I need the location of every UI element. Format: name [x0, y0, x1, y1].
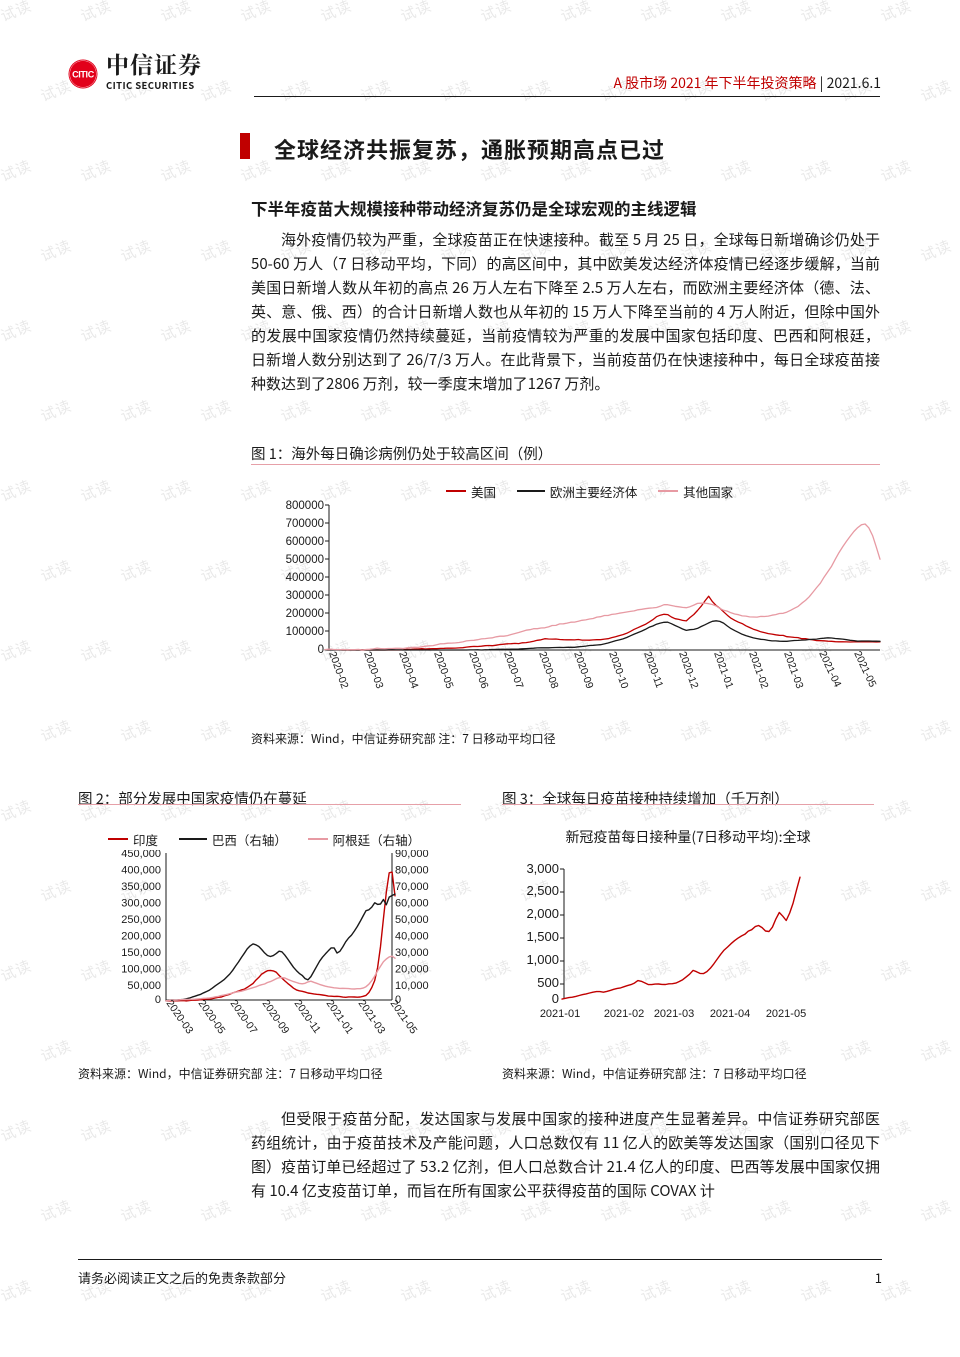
svg-text:400,000: 400,000	[121, 865, 161, 877]
svg-text:60,000: 60,000	[395, 898, 429, 910]
svg-text:2020-08: 2020-08	[536, 650, 561, 690]
svg-text:2020-11: 2020-11	[292, 998, 324, 1035]
svg-text:2020-10: 2020-10	[606, 650, 631, 690]
svg-text:50,000: 50,000	[127, 980, 161, 992]
svg-text:1,000: 1,000	[526, 952, 559, 967]
svg-text:2020-11: 2020-11	[641, 650, 665, 690]
svg-text:350,000: 350,000	[121, 881, 161, 893]
svg-text:200,000: 200,000	[121, 931, 161, 943]
svg-text:2021-02: 2021-02	[604, 1008, 644, 1020]
svg-text:600000: 600000	[286, 536, 324, 548]
svg-text:500000: 500000	[286, 554, 324, 566]
svg-text:2020-03: 2020-03	[164, 998, 196, 1035]
svg-text:2021-04: 2021-04	[710, 1008, 750, 1020]
svg-text:2020-07: 2020-07	[228, 998, 260, 1035]
svg-text:2020-04: 2020-04	[396, 650, 421, 690]
svg-text:450,000: 450,000	[121, 850, 161, 860]
svg-text:2020-05: 2020-05	[431, 650, 456, 690]
svg-text:40,000: 40,000	[395, 931, 429, 943]
svg-text:2021-03: 2021-03	[356, 998, 388, 1035]
svg-text:0: 0	[318, 644, 324, 656]
svg-text:0: 0	[155, 994, 161, 1006]
svg-text:2021-01: 2021-01	[324, 998, 356, 1035]
svg-text:150,000: 150,000	[121, 947, 161, 959]
svg-text:300,000: 300,000	[121, 898, 161, 910]
svg-text:90,000: 90,000	[395, 850, 429, 860]
svg-text:2,000: 2,000	[526, 906, 559, 921]
svg-text:0: 0	[552, 991, 559, 1006]
svg-text:2021-01: 2021-01	[711, 650, 736, 690]
svg-text:2020-05: 2020-05	[196, 998, 228, 1035]
svg-text:2020-06: 2020-06	[466, 650, 491, 690]
svg-text:2021-03: 2021-03	[654, 1008, 694, 1020]
svg-text:400000: 400000	[286, 572, 324, 584]
svg-text:2,500: 2,500	[526, 883, 559, 898]
svg-text:1,500: 1,500	[526, 929, 559, 944]
svg-text:2021-05: 2021-05	[766, 1008, 806, 1020]
svg-text:500: 500	[537, 975, 559, 990]
svg-text:2020-12: 2020-12	[676, 650, 701, 690]
svg-text:2021-04: 2021-04	[816, 649, 843, 689]
svg-text:2021-05: 2021-05	[388, 998, 420, 1035]
svg-text:2021-01: 2021-01	[540, 1008, 580, 1020]
svg-text:CITIC: CITIC	[72, 69, 95, 79]
svg-text:50,000: 50,000	[395, 914, 429, 926]
svg-text:80,000: 80,000	[395, 865, 429, 877]
svg-text:2020-02: 2020-02	[326, 650, 351, 690]
svg-text:3,000: 3,000	[526, 862, 559, 876]
svg-text:2020-09: 2020-09	[571, 650, 596, 690]
svg-text:100,000: 100,000	[121, 964, 161, 976]
svg-text:250,000: 250,000	[121, 914, 161, 926]
svg-text:100000: 100000	[286, 626, 324, 638]
svg-text:70,000: 70,000	[395, 881, 429, 893]
svg-text:2020-03: 2020-03	[361, 650, 386, 690]
svg-text:2020-09: 2020-09	[260, 998, 292, 1035]
svg-text:30,000: 30,000	[395, 947, 429, 959]
svg-text:2021-02: 2021-02	[746, 650, 771, 690]
svg-text:2020-07: 2020-07	[501, 650, 526, 690]
svg-text:200000: 200000	[286, 608, 324, 620]
svg-text:2021-03: 2021-03	[781, 650, 806, 690]
svg-text:20,000: 20,000	[395, 964, 429, 976]
svg-text:2021-05: 2021-05	[851, 649, 878, 689]
svg-text:10,000: 10,000	[395, 980, 429, 992]
svg-text:800000: 800000	[286, 500, 324, 512]
svg-text:300000: 300000	[286, 590, 324, 602]
svg-text:700000: 700000	[286, 518, 324, 530]
